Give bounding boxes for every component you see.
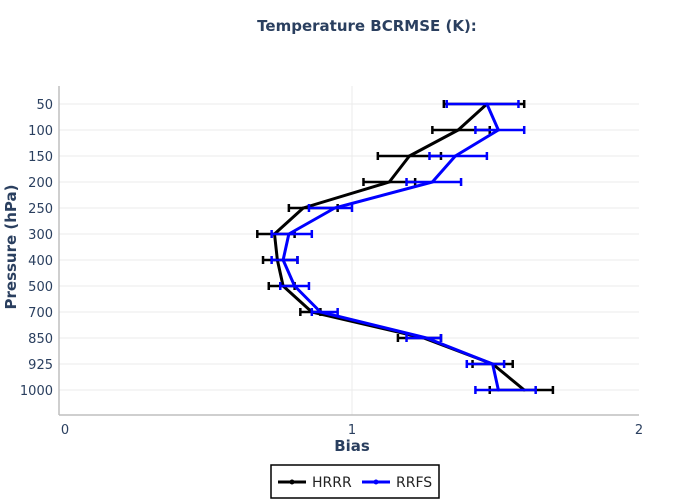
x-tick-label: 2: [635, 423, 643, 438]
series-line: [273, 102, 526, 392]
error-bar: [270, 230, 314, 238]
x-axis-title: Bias: [334, 437, 370, 455]
data-point: [333, 206, 337, 210]
data-point: [430, 180, 434, 184]
y-tick-label: 500: [28, 280, 53, 295]
error-bar: [279, 282, 311, 290]
data-point: [491, 362, 495, 366]
error-bar: [465, 360, 506, 368]
y-tick-labels: 50 100 150 200 250 300 400 500 700 850 925 1000: [20, 98, 53, 399]
data-point: [287, 232, 291, 236]
data-point: [496, 128, 500, 132]
legend-item-hrrr: HRRR: [278, 475, 352, 491]
y-tick-label: 50: [36, 98, 53, 113]
x-tick-labels: 0 1 2: [61, 423, 643, 438]
grid: [59, 86, 639, 415]
data-point: [387, 180, 391, 184]
y-tick-label: 250: [28, 202, 53, 217]
y-axis-title: Pressure (hPa): [2, 185, 20, 310]
series-rrfs: [270, 100, 537, 394]
legend-label: HRRR: [312, 475, 352, 491]
x-tick-label: 0: [61, 423, 69, 438]
error-bar: [445, 100, 520, 108]
y-tick-label: 700: [28, 306, 53, 321]
y-tick-label: 100: [28, 124, 53, 139]
legend-marker: [373, 479, 379, 485]
data-point: [318, 310, 322, 314]
x-tick-label: 1: [348, 423, 356, 438]
y-tick-label: 300: [28, 228, 53, 243]
error-bar: [474, 126, 526, 134]
legend-marker: [289, 479, 295, 485]
plot-area: [256, 100, 555, 394]
series-line: [281, 103, 500, 391]
data-point: [293, 284, 297, 288]
data-point: [456, 128, 460, 132]
y-tick-label: 400: [28, 254, 53, 269]
chart-title: Temperature BCRMSE (K):: [257, 17, 477, 35]
y-tick-label: 200: [28, 176, 53, 191]
y-tick-label: 850: [28, 332, 53, 347]
data-point: [407, 154, 411, 158]
data-point: [301, 206, 305, 210]
data-point: [425, 336, 429, 340]
legend: HRRR RRFS: [270, 464, 440, 499]
legend-label: RRFS: [396, 475, 432, 491]
error-bar: [270, 256, 299, 264]
y-tick-label: 150: [28, 150, 53, 165]
data-point: [453, 154, 457, 158]
y-tick-label: 925: [28, 358, 53, 373]
data-point: [485, 102, 489, 106]
data-point: [281, 258, 285, 262]
series-hrrr: [256, 100, 555, 394]
error-bar: [405, 178, 463, 186]
error-bar: [405, 334, 443, 342]
error-bar: [474, 386, 537, 394]
y-tick-label: 1000: [20, 384, 53, 399]
error-bar: [428, 152, 489, 160]
error-bar: [307, 204, 354, 212]
data-point: [496, 388, 500, 392]
legend-item-rrfs: RRFS: [362, 475, 432, 491]
error-bar: [310, 308, 339, 316]
